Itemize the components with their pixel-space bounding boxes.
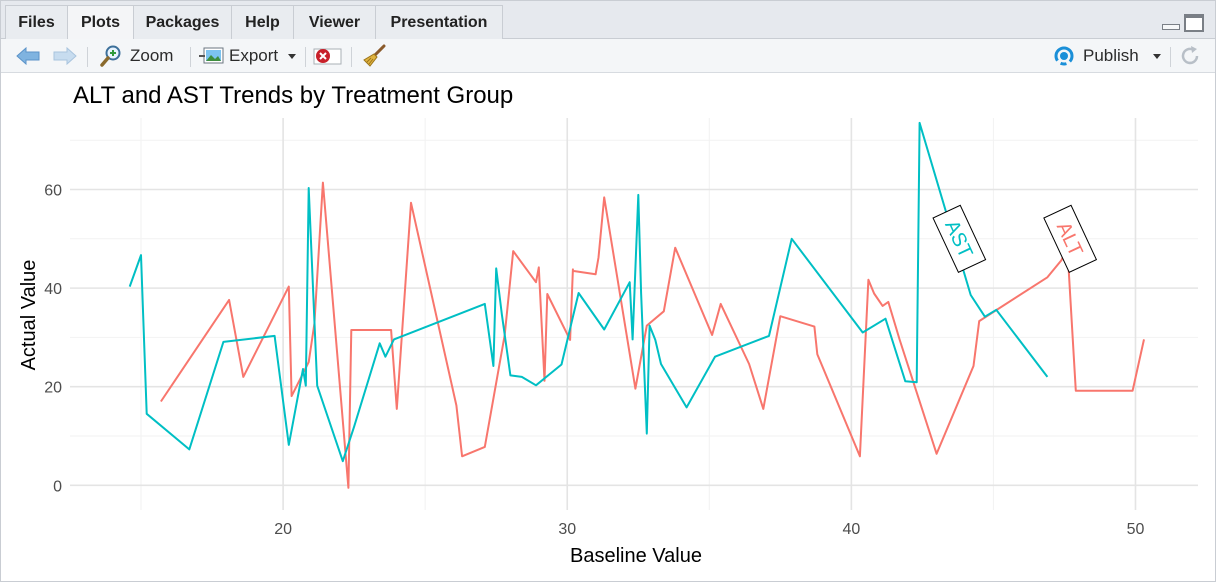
export-icon bbox=[199, 47, 224, 64]
forward-button[interactable] bbox=[53, 39, 77, 73]
refresh-icon bbox=[1181, 46, 1199, 65]
toolbar-separator bbox=[190, 47, 191, 67]
publish-icon bbox=[1054, 46, 1074, 66]
x-tick-label: 30 bbox=[558, 521, 576, 538]
line-chart: ALT and AST Trends by Treatment Group AL… bbox=[18, 82, 1198, 567]
axis-ticks: 20 30 40 50 0 20 40 60 bbox=[44, 182, 1144, 538]
tab-packages[interactable]: Packages bbox=[133, 5, 232, 39]
back-button[interactable] bbox=[16, 39, 40, 73]
minimize-icon[interactable] bbox=[1162, 24, 1180, 30]
series-label-box bbox=[1043, 204, 1098, 273]
chart-title: ALT and AST Trends by Treatment Group bbox=[73, 82, 513, 109]
tab-plots[interactable]: Plots bbox=[67, 5, 134, 40]
y-tick-label: 0 bbox=[53, 478, 62, 495]
publish-label: Publish bbox=[1083, 46, 1139, 65]
toolbar-separator bbox=[1170, 47, 1171, 67]
x-tick-label: 20 bbox=[274, 521, 292, 538]
publish-dropdown[interactable]: Publish bbox=[1051, 39, 1161, 73]
pane-tab-bar: Files Plots Packages Help Viewer Present… bbox=[0, 0, 1216, 40]
y-tick-label: 20 bbox=[44, 380, 62, 397]
toolbar-separator bbox=[87, 47, 88, 67]
export-dropdown[interactable]: Export bbox=[199, 39, 297, 73]
plot-viewer: ALT and AST Trends by Treatment Group AL… bbox=[0, 73, 1216, 582]
window-controls bbox=[1162, 14, 1206, 34]
toolbar-separator bbox=[351, 47, 352, 67]
x-tick-label: 40 bbox=[842, 521, 860, 538]
x-axis-label: Baseline Value bbox=[570, 545, 702, 567]
clear-all-button[interactable] bbox=[362, 39, 386, 73]
y-tick-label: 60 bbox=[44, 182, 62, 199]
remove-plot-icon bbox=[313, 48, 342, 65]
maximize-icon[interactable] bbox=[1184, 14, 1204, 32]
plots-toolbar: Zoom Export Publish bbox=[0, 39, 1216, 73]
broom-icon bbox=[363, 44, 386, 67]
plot-grid bbox=[70, 118, 1198, 510]
series-label-box bbox=[932, 204, 987, 273]
tab-files[interactable]: Files bbox=[5, 5, 68, 39]
series-line-ast bbox=[128, 121, 1049, 463]
forward-arrow-icon bbox=[53, 47, 77, 65]
y-tick-label: 40 bbox=[44, 281, 62, 298]
zoom-label: Zoom bbox=[130, 46, 174, 65]
zoom-icon bbox=[100, 45, 121, 67]
x-tick-label: 50 bbox=[1127, 521, 1145, 538]
series-label-alt: ALT bbox=[1043, 204, 1098, 273]
series-line-alt bbox=[160, 181, 1145, 489]
tab-presentation[interactable]: Presentation bbox=[375, 5, 503, 39]
remove-plot-button[interactable] bbox=[313, 39, 343, 73]
tab-viewer[interactable]: Viewer bbox=[293, 5, 376, 39]
chevron-down-icon bbox=[288, 53, 297, 59]
y-axis-label: Actual Value bbox=[18, 260, 40, 371]
chevron-down-icon bbox=[1152, 53, 1161, 59]
zoom-button[interactable]: Zoom bbox=[100, 39, 173, 73]
tab-help[interactable]: Help bbox=[231, 5, 294, 39]
back-arrow-icon bbox=[16, 47, 40, 65]
refresh-button[interactable] bbox=[1179, 39, 1201, 73]
export-label: Export bbox=[229, 46, 279, 65]
toolbar-separator bbox=[305, 47, 306, 67]
